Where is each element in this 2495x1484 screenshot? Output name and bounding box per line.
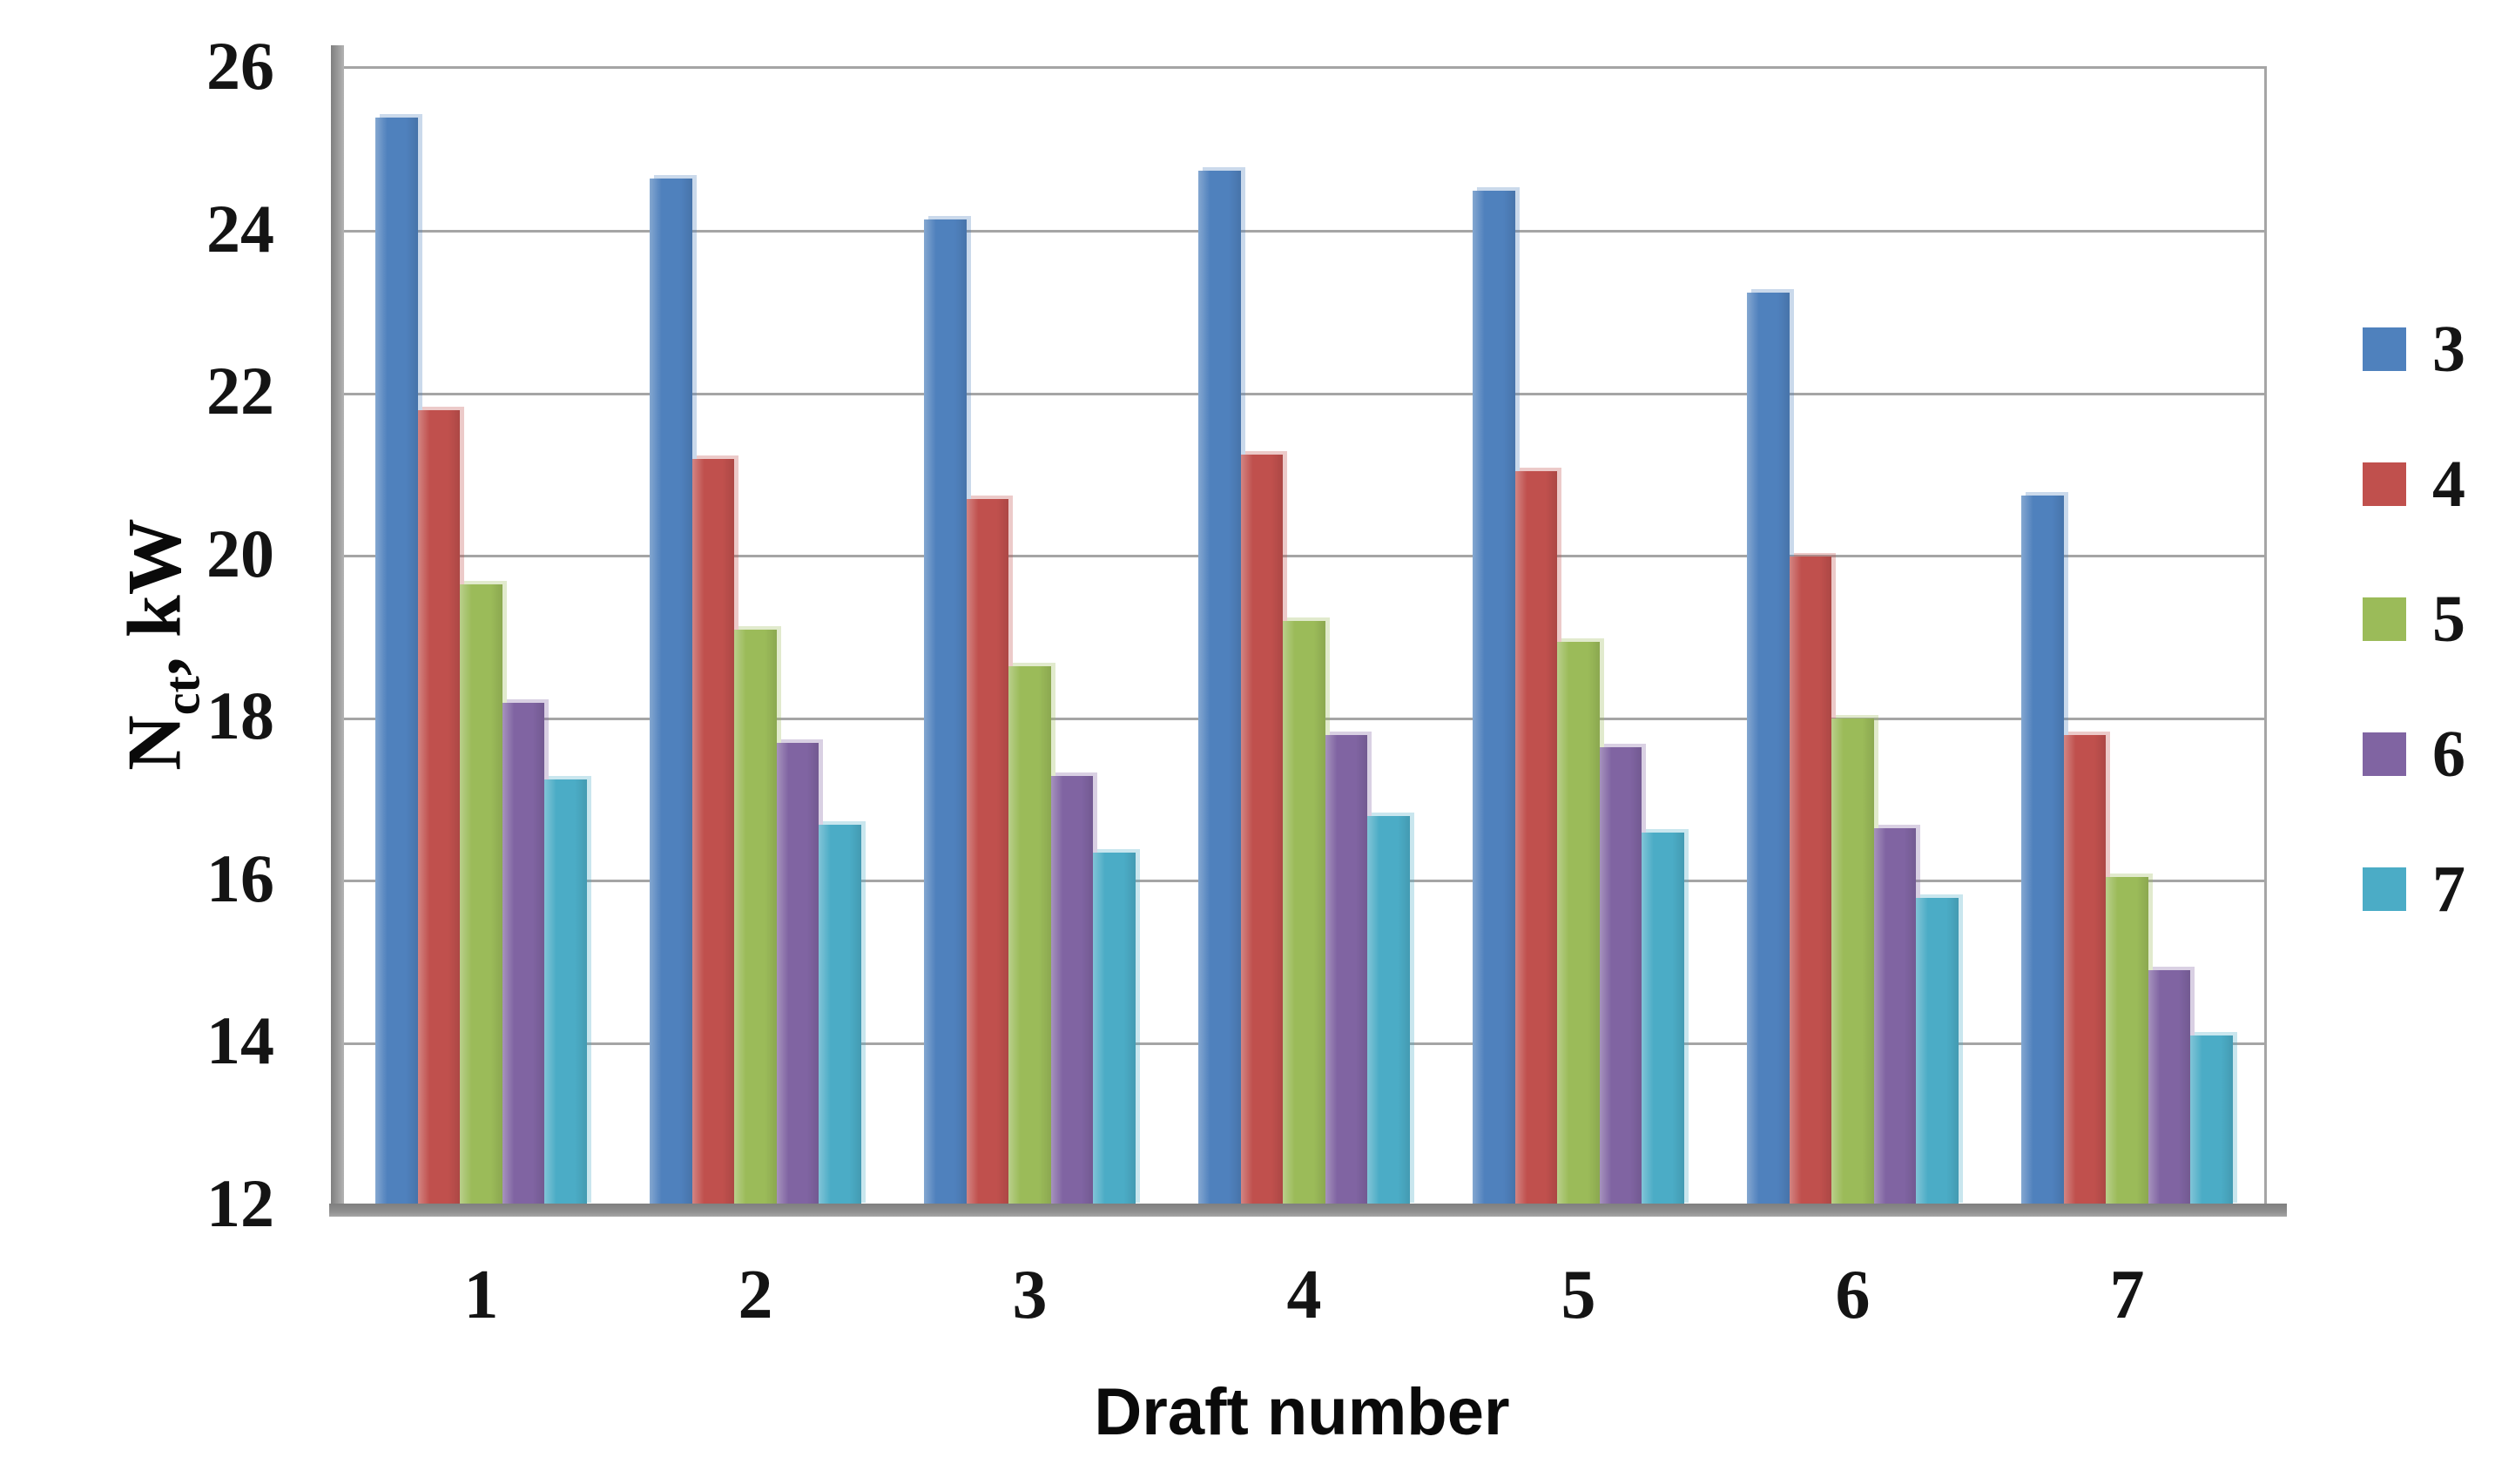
legend-item-3: 3 [2363, 313, 2465, 386]
bar-series3-draft4 [1198, 170, 1241, 1206]
bar-series3-draft3 [924, 219, 967, 1206]
bar-series5-draft7 [2106, 877, 2148, 1206]
legend-swatch-5 [2363, 597, 2406, 641]
bar-series6-draft2 [776, 743, 819, 1206]
x-axis-line [329, 1204, 2287, 1217]
gridline-22 [344, 392, 2264, 395]
legend-label-5: 5 [2432, 583, 2465, 656]
legend-label-6: 6 [2432, 718, 2465, 791]
legend-item-7: 7 [2363, 853, 2465, 926]
bar-series5-draft2 [734, 629, 777, 1206]
x-tick-label-5: 5 [1561, 1257, 1596, 1333]
bar-series7-draft7 [2190, 1035, 2233, 1206]
x-tick-label-6: 6 [1835, 1257, 1871, 1333]
bar-series6-draft1 [502, 702, 545, 1206]
bar-series4-draft5 [1514, 470, 1558, 1206]
legend-label-4: 4 [2432, 448, 2465, 521]
x-tick-label-2: 2 [738, 1257, 773, 1333]
bar-series7-draft6 [1916, 897, 1959, 1206]
legend-item-6: 6 [2363, 718, 2465, 791]
bar-series4-draft6 [1789, 556, 1832, 1206]
bar-series7-draft1 [544, 779, 587, 1206]
bar-series6-draft7 [2148, 970, 2191, 1206]
y-tick-label-24: 24 [206, 190, 274, 266]
x-tick-label-1: 1 [463, 1257, 499, 1333]
x-tick-label-7: 7 [2109, 1257, 2145, 1333]
x-tick-label-4: 4 [1286, 1257, 1322, 1333]
bar-series7-draft2 [819, 824, 861, 1206]
bar-series4-draft1 [417, 409, 461, 1206]
gridline-20 [344, 555, 2264, 558]
y-tick-label-26: 26 [206, 28, 274, 104]
bar-series4-draft3 [966, 499, 1009, 1206]
bar-series3-draft1 [375, 117, 418, 1206]
bar-series3-draft2 [650, 178, 692, 1206]
bar-series5-draft4 [1283, 621, 1325, 1206]
bar-series5-draft5 [1557, 641, 1600, 1206]
legend-label-3: 3 [2432, 313, 2465, 386]
y-tick-label-18: 18 [206, 678, 274, 754]
bar-series5-draft3 [1008, 665, 1051, 1206]
legend-item-4: 4 [2363, 448, 2465, 521]
legend-swatch-3 [2363, 327, 2406, 371]
y-tick-label-14: 14 [206, 1002, 274, 1079]
bar-series7-draft4 [1367, 816, 1410, 1206]
bar-series6-draft4 [1325, 734, 1368, 1206]
y-tick-label-16: 16 [206, 840, 274, 916]
legend-item-5: 5 [2363, 583, 2465, 656]
bar-series6-draft5 [1599, 746, 1642, 1206]
bar-series4-draft2 [691, 458, 735, 1206]
gridline-24 [344, 230, 2264, 233]
bar-series7-draft3 [1093, 853, 1136, 1206]
legend-label-7: 7 [2432, 853, 2465, 926]
bar-series5-draft1 [460, 584, 502, 1206]
x-axis-title: Draft number [1094, 1375, 1510, 1449]
bar-series3-draft5 [1473, 190, 1515, 1206]
legend-swatch-4 [2363, 462, 2406, 506]
x-tick-label-3: 3 [1012, 1257, 1048, 1333]
y-tick-label-22: 22 [206, 353, 274, 429]
bar-series4-draft7 [2063, 734, 2107, 1206]
y-tick-label-12: 12 [206, 1165, 274, 1241]
plot-area [344, 66, 2267, 1206]
bar-series3-draft6 [1747, 292, 1790, 1206]
legend-swatch-6 [2363, 732, 2406, 776]
bar-series3-draft7 [2021, 495, 2064, 1206]
bar-series6-draft3 [1050, 775, 1094, 1206]
y-tick-label-20: 20 [206, 515, 274, 591]
bar-series6-draft6 [1873, 828, 1917, 1206]
y-axis-wall [331, 45, 344, 1217]
legend-swatch-7 [2363, 867, 2406, 911]
bar-series5-draft6 [1831, 718, 1874, 1206]
bar-series7-draft5 [1642, 832, 1684, 1206]
bar-series4-draft4 [1240, 455, 1284, 1206]
